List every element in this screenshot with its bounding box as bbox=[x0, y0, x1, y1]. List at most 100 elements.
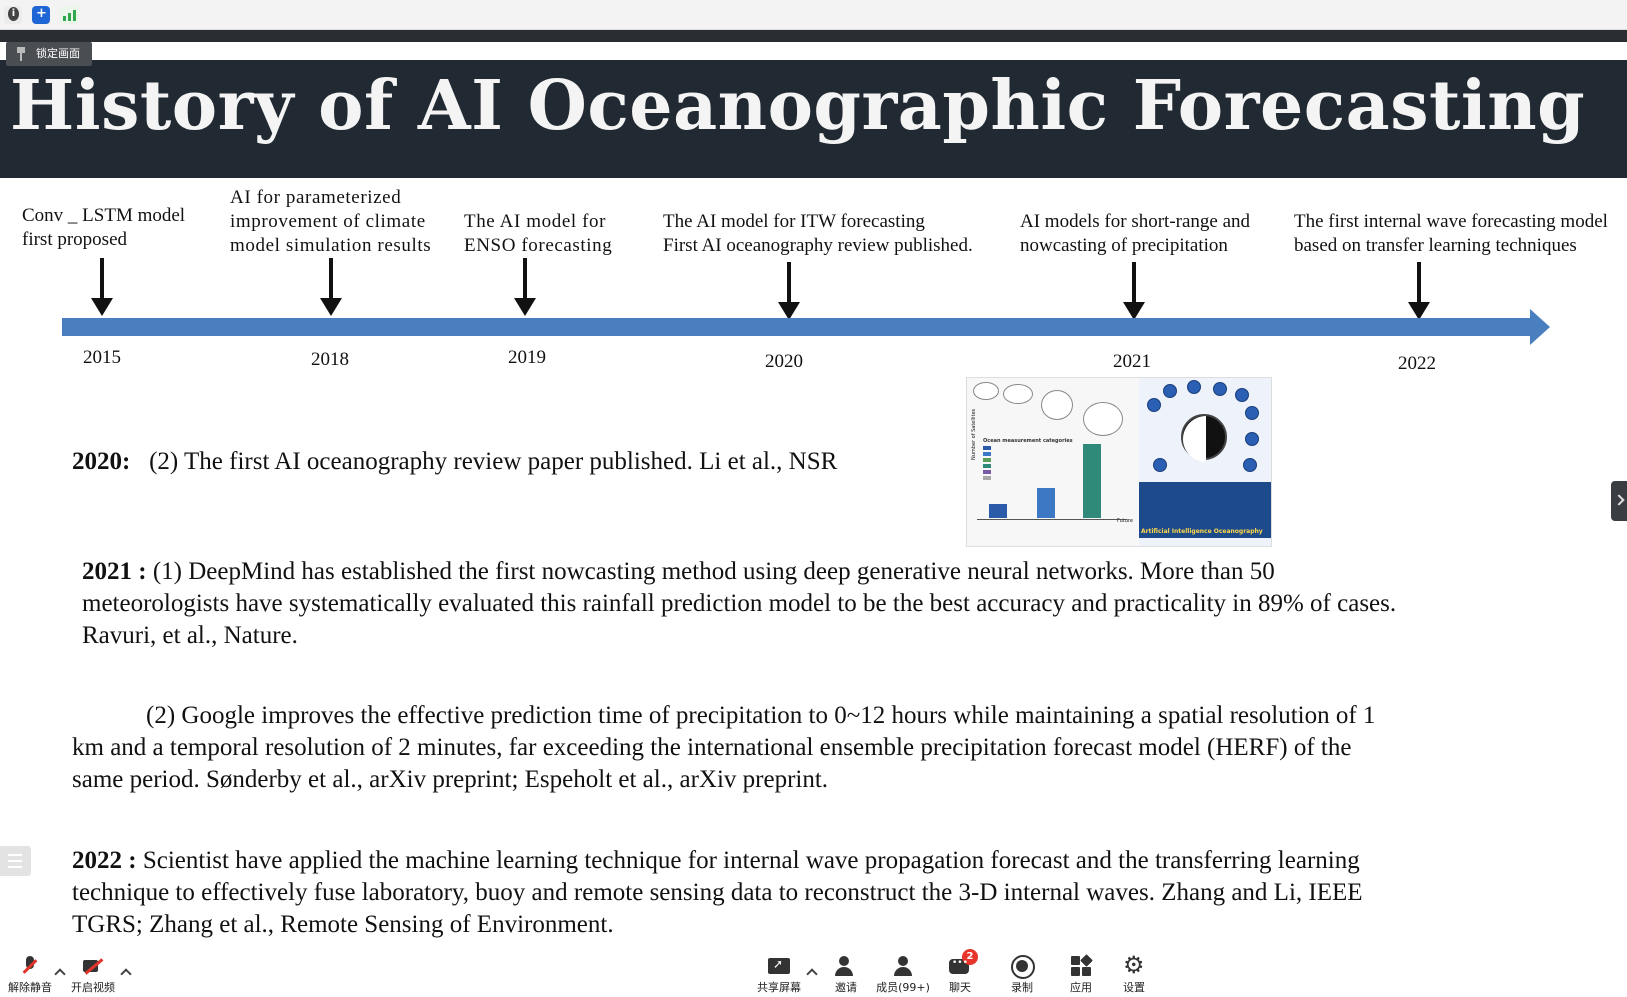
start-video-label: 开启视频 bbox=[71, 981, 115, 994]
timeline-label-2022: The first internal wave forecasting mode… bbox=[1294, 210, 1608, 258]
info-icon[interactable] bbox=[4, 6, 22, 24]
paragraph-text: km and a temporal resolution of 2 minute… bbox=[72, 734, 1352, 761]
timeline-label-line: The AI model for ITW forecasting bbox=[663, 211, 925, 232]
paragraph-text: (2) Google improves the effective predic… bbox=[146, 702, 1376, 729]
timeline-label-2015: Conv _ LSTM model first proposed bbox=[22, 204, 185, 252]
paragraph-text: Scientist have applied the machine learn… bbox=[142, 847, 1360, 874]
timeline-year: 2015 bbox=[83, 347, 121, 368]
paragraph-text: (2) The first AI oceanography review pap… bbox=[149, 448, 838, 475]
satellite-growth-panel: Ocean measurement categories Number of S… bbox=[967, 378, 1139, 546]
signal-bars-icon[interactable] bbox=[60, 6, 78, 24]
list-menu-button[interactable] bbox=[0, 846, 31, 876]
members-label: 成员(99+) bbox=[876, 981, 930, 994]
figure-node bbox=[1163, 384, 1177, 398]
members-icon bbox=[891, 955, 915, 977]
figure-bubble bbox=[1003, 384, 1033, 404]
figure-legend: Ocean measurement categories bbox=[983, 438, 1073, 482]
timeline-label-line: improvement of climate bbox=[230, 211, 426, 232]
down-arrow-icon bbox=[1123, 262, 1145, 320]
figure-node bbox=[1187, 380, 1201, 394]
slide-title-bar bbox=[0, 60, 1627, 178]
invite-button[interactable]: 邀请 bbox=[816, 955, 876, 995]
timeline-label-2021: AI models for short-range and nowcasting… bbox=[1020, 210, 1250, 258]
paragraph-text: Ravuri, et al., Nature. bbox=[82, 622, 298, 649]
invite-label: 邀请 bbox=[835, 981, 857, 994]
apps-label: 应用 bbox=[1070, 981, 1092, 994]
start-video-button[interactable]: 开启视频 bbox=[63, 955, 123, 995]
figure-x-label: Future bbox=[1117, 518, 1133, 524]
timeline-label-line: model simulation results bbox=[230, 235, 432, 256]
paragraph-text: technique to effectively fuse laboratory… bbox=[72, 879, 1363, 906]
share-screen-label: 共享屏幕 bbox=[757, 981, 801, 994]
figure-bar bbox=[1083, 444, 1101, 518]
chat-label: 聊天 bbox=[949, 981, 971, 994]
figure-y-label: Number of Satellites bbox=[971, 408, 977, 460]
share-screen-button[interactable]: 共享屏幕 bbox=[749, 955, 809, 995]
figure-bubble bbox=[973, 382, 999, 400]
camera-off-icon bbox=[81, 955, 105, 977]
timeline-year: 2021 bbox=[1113, 351, 1151, 372]
timeline-label-line: nowcasting of precipitation bbox=[1020, 235, 1228, 256]
settings-label: 设置 bbox=[1123, 981, 1145, 994]
chat-button[interactable]: 2 聊天 bbox=[930, 949, 990, 995]
paragraph-2021-1: 2021 : (1) DeepMind has established the … bbox=[82, 556, 1396, 652]
paragraph-text: same period. Sønderby et al., arXiv prep… bbox=[72, 766, 829, 793]
slide-title: History of AI Oceanographic Forecasting bbox=[10, 66, 1586, 146]
share-screen-icon bbox=[767, 955, 791, 977]
unmute-label: 解除静音 bbox=[8, 981, 52, 994]
timeline-label-line: Conv _ LSTM model bbox=[22, 205, 186, 226]
screen-share-frame bbox=[0, 30, 1627, 42]
members-button[interactable]: 成员(99+) bbox=[873, 955, 933, 995]
timeline-year: 2020 bbox=[765, 351, 803, 372]
paragraph-2022: 2022 : Scientist have applied the machin… bbox=[72, 845, 1363, 941]
timeline-label-line: AI models for short-range and bbox=[1020, 211, 1251, 232]
figure-bubble bbox=[1083, 402, 1123, 436]
paragraph-year-label: 2020: bbox=[72, 448, 131, 475]
down-arrow-icon bbox=[91, 258, 113, 316]
figure-bubble bbox=[1041, 390, 1073, 420]
figure-node bbox=[1147, 398, 1161, 412]
apps-button[interactable]: 应用 bbox=[1051, 954, 1111, 995]
paragraph-year-label: 2021 : bbox=[82, 558, 147, 585]
timeline-year: 2019 bbox=[508, 347, 546, 368]
figure-node bbox=[1153, 458, 1167, 472]
figure-node bbox=[1235, 388, 1249, 402]
timeline-label-line: The AI model for bbox=[464, 211, 607, 232]
down-arrow-icon bbox=[778, 262, 800, 320]
yin-yang-icon bbox=[1181, 414, 1227, 462]
mic-muted-icon bbox=[18, 955, 42, 977]
slide-top-margin bbox=[0, 42, 1627, 60]
timeline-arrowhead-icon bbox=[1530, 309, 1550, 345]
apps-grid-icon bbox=[1069, 954, 1093, 977]
timeline-year: 2022 bbox=[1398, 353, 1436, 374]
lock-screen-button[interactable]: 锁定画面 bbox=[6, 42, 92, 66]
figure-axis bbox=[977, 519, 1127, 520]
expand-side-panel-button[interactable] bbox=[1611, 481, 1627, 521]
down-arrow-icon bbox=[514, 258, 536, 316]
paragraph-2020: 2020: (2) The first AI oceanography revi… bbox=[72, 446, 837, 478]
paragraph-text: TGRS; Zhang et al., Remote Sensing of En… bbox=[72, 911, 614, 938]
invite-icon bbox=[834, 955, 858, 977]
chat-icon: 2 bbox=[948, 949, 978, 977]
figure-bar bbox=[1037, 488, 1055, 518]
paragraph-text: meteorologists have systematically evalu… bbox=[82, 590, 1397, 617]
unmute-button[interactable]: 解除静音 bbox=[0, 955, 60, 995]
shield-icon[interactable] bbox=[32, 6, 50, 24]
figure-node bbox=[1245, 406, 1259, 420]
requirements-panel bbox=[1139, 482, 1271, 538]
chat-unread-badge: 2 bbox=[962, 949, 978, 965]
figure-node bbox=[1243, 458, 1257, 472]
record-button[interactable]: 录制 bbox=[992, 955, 1052, 995]
top-icon-strip bbox=[0, 0, 1627, 30]
timeline-label-line: ENSO forecasting bbox=[464, 235, 613, 256]
timeline-year: 2018 bbox=[311, 349, 349, 370]
timeline-axis bbox=[62, 318, 1532, 336]
lock-screen-label: 锁定画面 bbox=[36, 47, 80, 60]
timeline-label-line: AI for parameterized bbox=[230, 187, 402, 208]
figure-caption: Artificial Intelligence Oceanography bbox=[1141, 528, 1263, 535]
down-arrow-icon bbox=[320, 258, 342, 316]
settings-button[interactable]: 设置 bbox=[1104, 951, 1164, 995]
down-arrow-icon bbox=[1408, 262, 1430, 320]
meeting-toolbar bbox=[0, 950, 1627, 997]
figure-bar bbox=[989, 504, 1007, 518]
